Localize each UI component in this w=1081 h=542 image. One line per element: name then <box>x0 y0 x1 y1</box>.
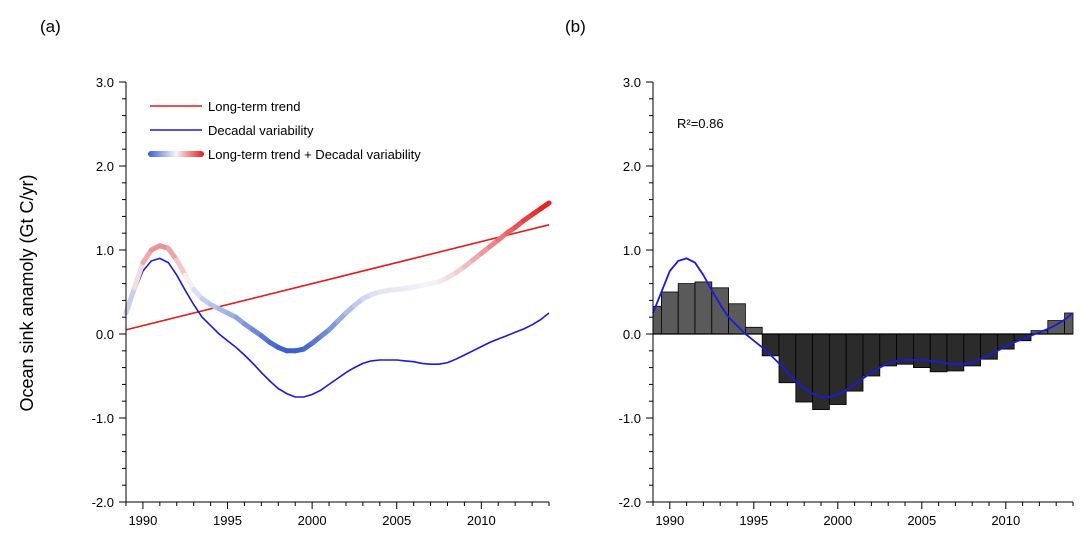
bar-2001 <box>845 333 864 392</box>
x-tick-label: 2010 <box>991 513 1020 528</box>
x-tick-label: 2010 <box>467 513 496 528</box>
combined-segment <box>174 257 188 278</box>
combined-segment <box>131 260 146 291</box>
panel-a-label: (a) <box>40 17 61 36</box>
panel-b-data <box>652 257 1074 410</box>
bar-1991 <box>677 283 696 335</box>
y-tick-label: 2.0 <box>623 159 641 174</box>
y-tick-label: 1.0 <box>623 243 641 258</box>
y-tick-label: -2.0 <box>619 495 641 510</box>
bar-2007 <box>946 333 965 372</box>
y-tick-label: -1.0 <box>619 411 641 426</box>
y-tick-label: -2.0 <box>92 495 114 510</box>
combined-segment <box>182 272 197 292</box>
combined-series-line <box>123 200 552 354</box>
x-tick-label: 1990 <box>655 513 684 528</box>
y-tick-label: 0.0 <box>96 327 114 342</box>
legend-swatch-combined <box>148 151 204 157</box>
panel-b-label: (b) <box>565 17 586 36</box>
panel-a-axes: -2.0 -1.0 0.0 1.0 2.0 3.0 1990 1995 2000 2005 2010 <box>92 75 550 528</box>
legend-label-trend: Long-term trend <box>208 99 301 114</box>
y-tick-label: 0.0 <box>623 327 641 342</box>
bar-1992 <box>694 281 713 335</box>
r-squared-annotation: R²=0.86 <box>677 116 724 131</box>
bar-2006 <box>929 333 948 373</box>
combined-segment <box>538 200 552 212</box>
y-axis-label: Ocean sink anamoly (Gt C/yr) <box>17 174 37 411</box>
panel-b: (b) R²=0.86 -2.0 -1.0 0.0 1.0 2.0 3.0 1990 1995… <box>565 17 1074 528</box>
bar-1996 <box>761 333 780 357</box>
combined-segment <box>140 247 154 266</box>
y-tick-label: 3.0 <box>623 75 641 90</box>
x-tick-label: 1995 <box>213 513 242 528</box>
y-tick-label: 1.0 <box>96 243 114 258</box>
bar-1997 <box>778 333 797 384</box>
bar-2005 <box>913 333 931 368</box>
combined-segment <box>123 285 137 316</box>
y-tick-label: 2.0 <box>96 159 114 174</box>
y-tick-label: -1.0 <box>92 411 114 426</box>
x-tick-label: 2000 <box>823 513 852 528</box>
panel-b-axes: -2.0 -1.0 0.0 1.0 2.0 3.0 1990 1995 2000 2005 2010 <box>619 75 1074 528</box>
legend-label-decadal: Decadal variability <box>208 123 314 138</box>
bar-1995 <box>745 326 763 335</box>
x-tick-label: 1990 <box>128 513 157 528</box>
decadal-variability-line <box>652 257 1074 398</box>
legend: Long-term trend Decadal variability Long… <box>148 99 421 162</box>
long-term-trend-line <box>125 224 550 331</box>
x-tick-label: 2005 <box>907 513 936 528</box>
panel-a: (a) Ocean sink anamoly (Gt C/yr) -2.0 -1.… <box>17 17 552 528</box>
decadal-variability-line <box>125 257 550 398</box>
bar-1990 <box>661 291 679 335</box>
x-tick-label: 2000 <box>298 513 327 528</box>
panel-a-data <box>123 200 552 398</box>
bar-1999 <box>812 333 830 410</box>
x-tick-label: 2005 <box>382 513 411 528</box>
legend-label-combined: Long-term trend + Decadal variability <box>208 147 421 162</box>
x-tick-label: 1995 <box>739 513 768 528</box>
y-tick-label: 3.0 <box>96 75 114 90</box>
